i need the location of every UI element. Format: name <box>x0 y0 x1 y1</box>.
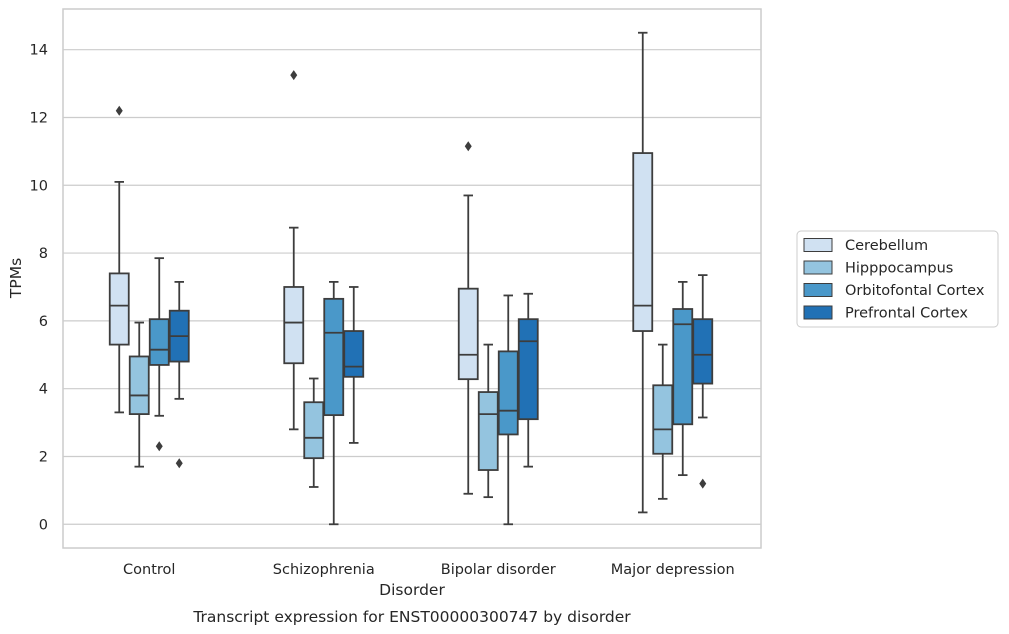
legend-label: Cerebellum <box>845 238 928 254</box>
y-tick-label: 14 <box>30 43 48 59</box>
y-axis-label: TPMs <box>7 258 25 299</box>
x-tick-label: Bipolar disorder <box>441 562 556 578</box>
box-plot <box>283 70 305 431</box>
outlier-point <box>464 141 472 152</box>
box <box>497 350 519 436</box>
box <box>303 401 325 460</box>
outlier-point <box>155 441 163 452</box>
outlier-point <box>115 105 123 116</box>
y-tick-label: 2 <box>39 449 48 465</box>
y-tick-label: 4 <box>39 382 48 398</box>
box <box>477 391 499 471</box>
legend-swatch <box>803 305 833 320</box>
box-plot <box>303 377 325 488</box>
box <box>283 286 305 365</box>
legend-label: Orbitofontal Cortex <box>845 283 985 299</box>
outlier-point <box>175 458 183 469</box>
box <box>517 318 539 421</box>
box-plot <box>168 280 190 469</box>
box <box>128 355 150 415</box>
box-series <box>108 31 714 526</box>
box-plot <box>457 141 479 495</box>
box <box>632 152 654 332</box>
legend: Cerebellum Hipppocampus Orbitofontal Corte… <box>796 230 999 328</box>
box-plot <box>517 292 539 468</box>
x-tick-label: Schizophrenia <box>273 562 375 578</box>
box-plot <box>128 321 150 468</box>
box-plot <box>497 294 519 526</box>
box <box>652 384 674 455</box>
chart-caption: Transcript expression for ENST0000030074… <box>192 608 631 626</box>
box-plot <box>477 343 499 499</box>
legend-swatch <box>803 260 833 275</box>
box-plot <box>148 257 170 452</box>
box-plot <box>652 343 674 500</box>
box <box>343 330 365 378</box>
x-axis-label: Disorder <box>379 581 445 599</box>
x-tick-label: Control <box>123 562 175 578</box>
legend-swatch <box>803 238 833 252</box>
box <box>108 272 130 346</box>
box-plot <box>343 286 365 444</box>
box <box>672 308 694 426</box>
y-tick-labels: 0 2 4 6 8 10 12 14 <box>30 43 48 534</box>
box-plot <box>632 31 654 514</box>
box <box>148 318 170 366</box>
box <box>457 287 479 381</box>
y-tick-label: 6 <box>39 314 48 330</box>
y-tick-label: 10 <box>30 178 48 194</box>
x-tick-label: Major depression <box>611 562 735 578</box>
legend-label: Prefrontal Cortex <box>845 306 968 322</box>
legend-swatch <box>803 283 833 297</box>
box-plot <box>323 280 345 526</box>
legend-label: Hipppocampus <box>845 261 953 277</box>
x-tick-labels: Control Schizophrenia Bipolar disorder Majo… <box>123 562 735 578</box>
plot-frame <box>62 8 762 549</box>
y-tick-label: 8 <box>39 246 48 262</box>
box-plot <box>108 105 130 414</box>
box-plot <box>672 280 694 477</box>
box-plot <box>692 274 714 489</box>
y-tick-label: 0 <box>39 517 48 533</box>
outlier-point <box>290 70 298 81</box>
legend-frame <box>796 230 999 328</box>
box <box>692 318 714 385</box>
y-tick-label: 12 <box>30 110 48 126</box>
box <box>323 297 345 417</box>
outlier-point <box>699 478 707 489</box>
